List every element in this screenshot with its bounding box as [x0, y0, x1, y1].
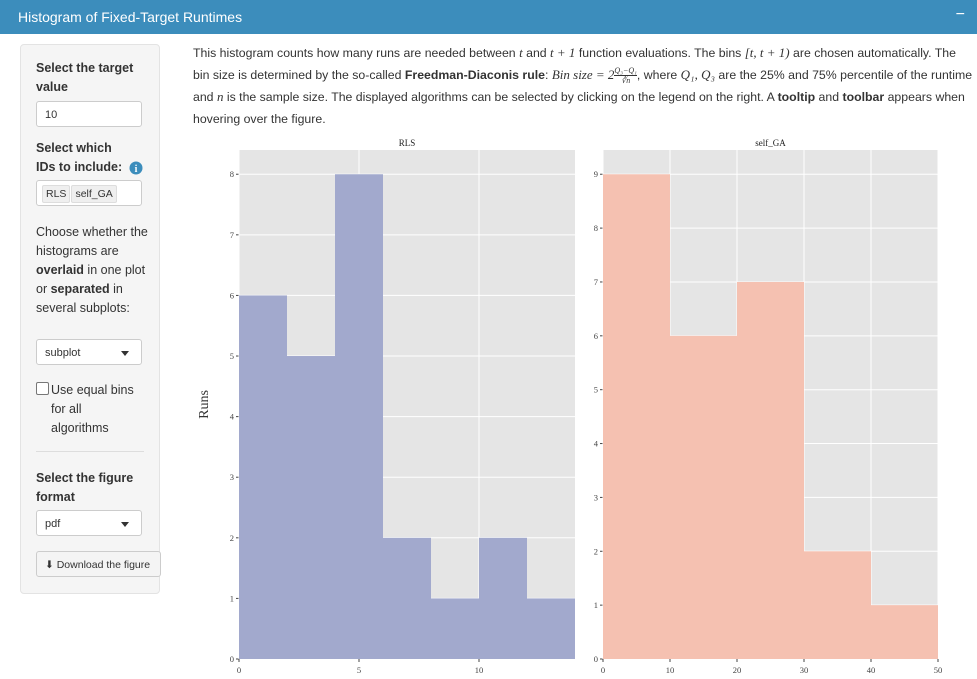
y-tick-label: 7	[594, 277, 598, 287]
histogram-bar	[871, 605, 938, 659]
denominator: ∛n	[621, 76, 631, 86]
header-title: Histogram of Fixed-Target Runtimes	[18, 9, 243, 25]
y-tick-label: 7	[230, 230, 234, 240]
text-plain: is the sample size. The displayed algori…	[223, 90, 778, 104]
y-tick-label: 0	[230, 654, 234, 664]
svg-text:i: i	[135, 164, 138, 175]
text-math: n	[216, 89, 224, 104]
layout-text: Choose whether the histograms are overla…	[36, 223, 154, 318]
text-math: t + 1	[550, 45, 576, 60]
text-math: [t, t + 1)	[744, 45, 790, 60]
x-tick-label: 40	[867, 665, 876, 675]
text-math: Bin size = 2	[551, 67, 615, 82]
y-tick-label: 6	[230, 290, 234, 300]
histogram-bar	[335, 174, 383, 659]
text-plain: , where	[636, 68, 681, 82]
y-tick-label: 4	[230, 412, 235, 422]
download-label: Download the figure	[56, 559, 151, 571]
text-plain: and	[815, 90, 843, 104]
id-chip: self_GA	[71, 185, 117, 203]
x-tick-label: 50	[934, 665, 943, 675]
sidebar: Select the target value 10 Select which …	[20, 44, 161, 594]
fraction: Q₃−Q₁ ∛n	[614, 66, 637, 85]
y-tick-label: 3	[594, 492, 598, 502]
text-plain: in several subplots:	[36, 282, 130, 315]
target-label: Select the target value	[36, 61, 134, 94]
histogram-bar	[479, 537, 527, 659]
equal-bins-checkbox[interactable]	[36, 382, 49, 395]
histogram-bar	[603, 174, 670, 659]
text-bold: Freedman-Diaconis rule	[404, 68, 545, 82]
download-button[interactable]: ⬇ Download the figure	[36, 551, 161, 577]
y-tick-label: 1	[230, 593, 234, 603]
divider	[36, 451, 144, 452]
text-plain: are chosen automatically. The bin size i…	[193, 46, 956, 82]
layout-select[interactable]: subplot	[36, 339, 142, 365]
text-bold: overlaid	[36, 263, 84, 277]
target-input[interactable]: 10	[36, 101, 142, 127]
text-plain: function evaluations. The bins	[575, 46, 745, 60]
x-tick-label: 10	[475, 665, 484, 675]
y-axis-label: Runs	[197, 390, 212, 419]
x-tick-label: 0	[601, 665, 605, 675]
description: This histogram counts how many runs are …	[193, 42, 975, 130]
chart-title: self_GA	[755, 138, 786, 148]
y-tick-label: 2	[594, 546, 598, 556]
histogram-bar	[670, 335, 737, 659]
histogram-bar	[287, 356, 335, 659]
histogram-bar	[383, 537, 431, 659]
text-bold: tooltip	[777, 90, 816, 104]
y-tick-label: 4	[594, 439, 599, 449]
text-plain: :	[544, 68, 552, 82]
text-plain: and	[522, 46, 551, 60]
text-plain: appears when hovering over the figure.	[193, 90, 965, 126]
x-tick-label: 5	[357, 665, 361, 675]
text-math: t	[519, 45, 523, 60]
histogram-bar	[431, 598, 479, 659]
header: Histogram of Fixed-Target Runtimes −	[0, 0, 977, 34]
text-plain: This histogram counts how many runs are …	[193, 46, 520, 60]
histogram-bar	[737, 281, 804, 659]
chart-title: RLS	[399, 138, 416, 148]
x-tick-label: 30	[800, 665, 809, 675]
x-tick-label: 20	[733, 665, 742, 675]
x-tick-label: 0	[237, 665, 241, 675]
text-plain: are the 25% and 75% percentile of the ru…	[193, 68, 973, 104]
histogram-bar	[804, 551, 871, 659]
histogram-bar	[239, 295, 287, 659]
id-chip: RLS	[42, 185, 71, 203]
y-tick-label: 6	[594, 331, 598, 341]
info-icon[interactable]: i	[129, 161, 143, 175]
y-tick-label: 5	[230, 351, 234, 361]
ids-label: Select which IDs to include:	[36, 141, 123, 174]
y-tick-label: 0	[594, 654, 598, 664]
y-tick-label: 3	[230, 472, 234, 482]
y-tick-label: 8	[594, 223, 598, 233]
collapse-button[interactable]: −	[955, 6, 965, 23]
y-tick-label: 9	[594, 169, 598, 179]
histogram-bar	[527, 598, 575, 659]
text-math: Q₁, Q₃	[680, 67, 715, 82]
layout-choice: subplot	[45, 347, 81, 359]
y-tick-label: 1	[594, 600, 598, 610]
format-choice: pdf	[45, 518, 61, 530]
text-plain: Choose whether the histograms are	[36, 225, 148, 258]
y-tick-label: 8	[230, 169, 234, 179]
text-bold: separated	[50, 282, 110, 296]
text-bold: toolbar	[842, 90, 885, 104]
x-tick-label: 10	[666, 665, 675, 675]
text-plain: in one plot or	[36, 263, 146, 296]
y-tick-label: 2	[230, 533, 234, 543]
equal-bins-label: Use equal bins for all algorithms	[51, 383, 134, 435]
numerator: Q₃−Q₁	[614, 66, 637, 77]
format-select[interactable]: pdf	[36, 510, 142, 536]
format-label: Select the figure format	[36, 471, 134, 504]
ids-input[interactable]: RLS self_GA	[36, 180, 142, 206]
y-tick-label: 5	[594, 385, 598, 395]
